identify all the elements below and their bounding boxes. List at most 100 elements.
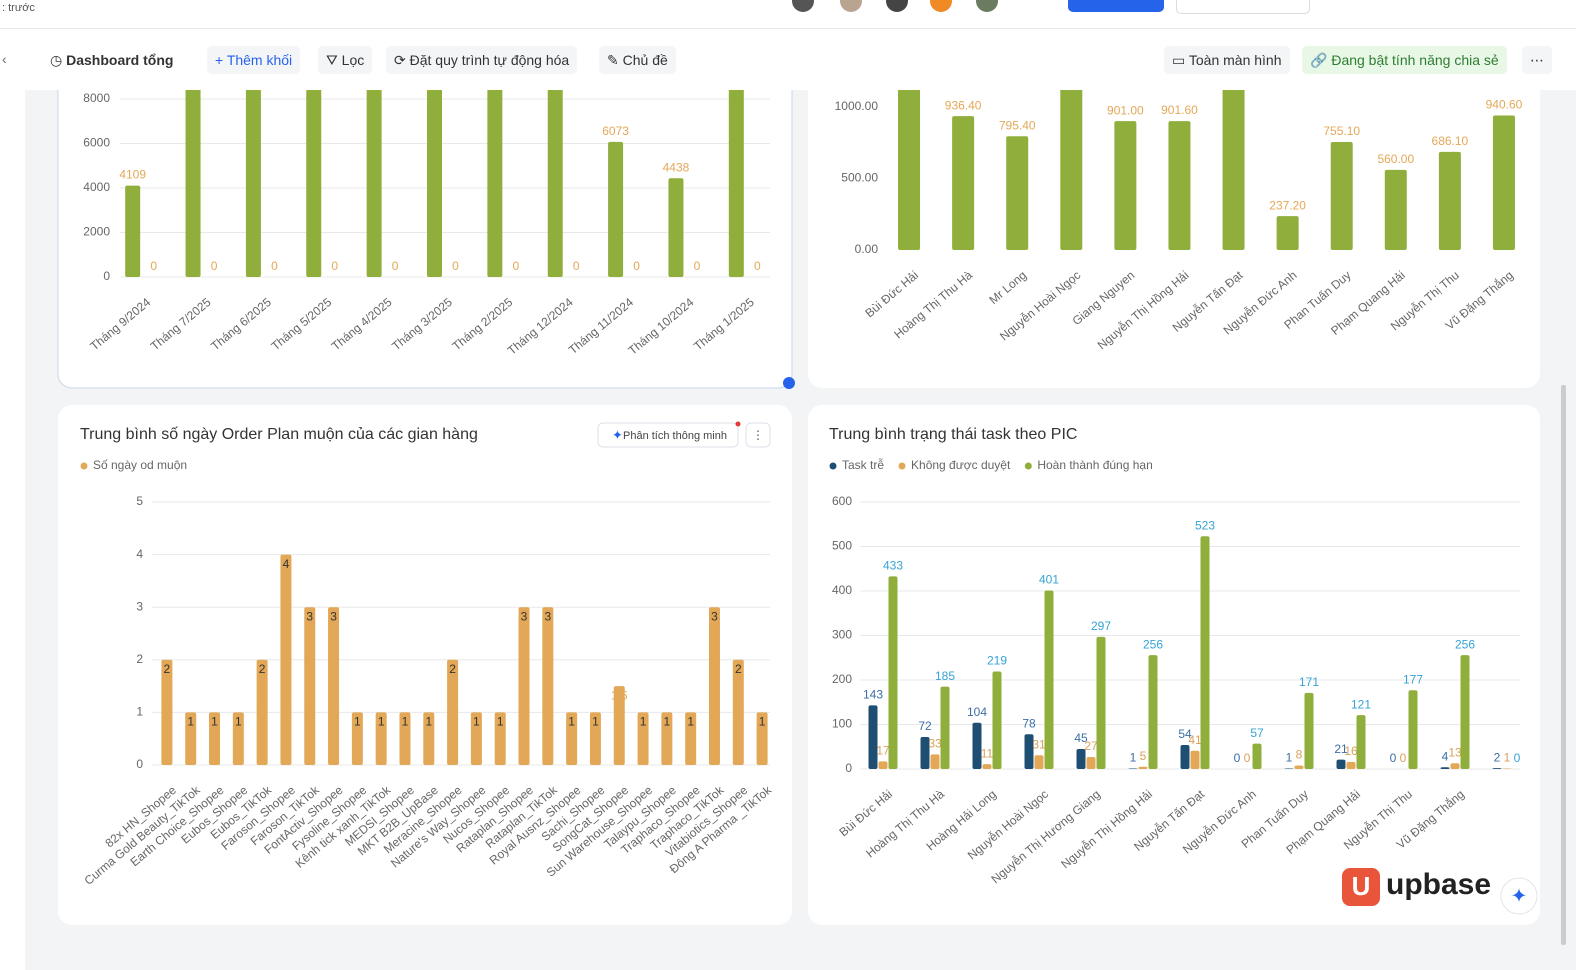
scrollbar[interactable] (1561, 385, 1566, 945)
bar (1190, 750, 1200, 769)
y-tick-label: 5 (136, 494, 143, 508)
data-label: 1 (640, 715, 647, 729)
data-label: 27 (1084, 739, 1098, 753)
data-label: 0 (513, 259, 520, 273)
data-label: 54 (1178, 727, 1192, 741)
more-icon: ⋮ (752, 428, 764, 442)
data-label: 901.60 (1161, 103, 1198, 117)
data-label: 755.10 (1323, 124, 1360, 138)
bar (1006, 136, 1029, 250)
bar (1460, 655, 1470, 769)
y-tick-label: 400 (832, 583, 852, 597)
more-menu-button[interactable]: ⋯ (1522, 46, 1552, 74)
data-label: 2 (449, 662, 456, 676)
bar (375, 712, 387, 765)
data-label: 1 (497, 715, 504, 729)
bar (366, 90, 382, 277)
bar (1330, 142, 1353, 250)
data-label: 0 (452, 259, 459, 273)
y-tick-label: 3 (136, 599, 143, 613)
y-tick-label: 0 (845, 761, 852, 775)
bar (668, 178, 684, 277)
data-label: 1 (378, 715, 385, 729)
bar (209, 712, 221, 765)
collapse-icon[interactable]: ‹ (2, 51, 7, 67)
data-label: 41 (1188, 733, 1202, 747)
data-label: 3 (330, 609, 337, 623)
data-label: 4109 (119, 168, 146, 182)
bar (992, 671, 1002, 769)
automation-button[interactable]: ⟳ Đặt quy trình tự động hóa (386, 46, 578, 74)
smart-button-label[interactable]: Phân tích thông minh (623, 430, 727, 442)
y-tick-label: 1000.00 (835, 99, 879, 113)
bar (399, 712, 411, 765)
bar (547, 90, 563, 277)
add-block-button[interactable]: + Thêm khối (207, 46, 301, 74)
data-label: 104 (967, 705, 987, 719)
bar (542, 607, 554, 765)
y-tick-label: 500 (832, 539, 852, 553)
dashboard-title[interactable]: ◷ Dashboard tổng (42, 46, 181, 74)
bar (972, 722, 982, 769)
y-tick-label: 0 (103, 269, 110, 283)
bar (1438, 151, 1461, 250)
bar (1294, 765, 1304, 769)
legend-swatch (80, 462, 88, 470)
data-label: 686.10 (1432, 134, 1469, 148)
data-label: 3 (306, 609, 313, 623)
bar (1252, 743, 1262, 769)
bar (1114, 121, 1137, 250)
data-label: 4 (283, 557, 290, 571)
data-label: 0 (754, 259, 761, 273)
data-label: 1 (1130, 751, 1137, 765)
data-label: 31 (1032, 737, 1046, 751)
data-label: 3 (544, 609, 551, 623)
data-label: 72 (918, 719, 932, 733)
data-label: 0 (1390, 751, 1397, 765)
bar (470, 712, 482, 765)
filter-button[interactable]: ⛛ Lọc (318, 46, 373, 74)
y-tick-label: 0 (136, 757, 143, 771)
data-label: 4438 (663, 160, 690, 174)
bar (232, 712, 244, 765)
bar (427, 90, 442, 277)
bar (1336, 759, 1346, 769)
bar (1060, 90, 1083, 250)
primary-button[interactable] (1068, 0, 1164, 12)
chart-title: Trung bình trạng thái task theo PIC (829, 426, 1077, 443)
data-label: 3 (711, 609, 718, 623)
secondary-button[interactable] (1176, 0, 1310, 14)
legend-label: Số ngày od muộn (93, 458, 187, 472)
data-label: 297 (1091, 619, 1111, 633)
data-label: 5 (1140, 749, 1147, 763)
data-label: 0 (694, 259, 701, 273)
assistant-button[interactable] (1500, 877, 1538, 915)
theme-button[interactable]: ✎ Chủ đề (599, 46, 676, 74)
chart-title: Trung bình số ngày Order Plan muộn của c… (80, 426, 478, 443)
data-label: 57 (1250, 726, 1264, 740)
smart-button[interactable] (597, 422, 739, 448)
data-label: 560.00 (1377, 152, 1414, 166)
bar (1492, 768, 1502, 769)
bar (608, 141, 624, 277)
bar (1076, 748, 1086, 769)
data-label: 0 (1514, 751, 1521, 765)
data-label: 0 (150, 259, 157, 273)
data-label: 45 (1074, 731, 1088, 745)
more-button[interactable] (745, 422, 771, 448)
y-tick-label: 8000 (83, 91, 110, 105)
data-label: 33 (928, 736, 942, 750)
brand-name: upbase (1386, 868, 1491, 901)
bar (1086, 756, 1096, 769)
data-label: 8 (1296, 748, 1303, 762)
bar (940, 686, 950, 769)
bar (1304, 692, 1314, 769)
y-tick-label: 500.00 (841, 171, 878, 185)
fullscreen-button[interactable]: ▭ Toàn màn hình (1164, 46, 1290, 74)
bar (1034, 755, 1044, 769)
share-button[interactable]: 🔗 Đang bật tính năng chia sẻ (1302, 46, 1507, 74)
resize-handle[interactable] (783, 377, 795, 389)
back-text[interactable]: : trước (2, 2, 35, 14)
bar (1346, 761, 1356, 769)
